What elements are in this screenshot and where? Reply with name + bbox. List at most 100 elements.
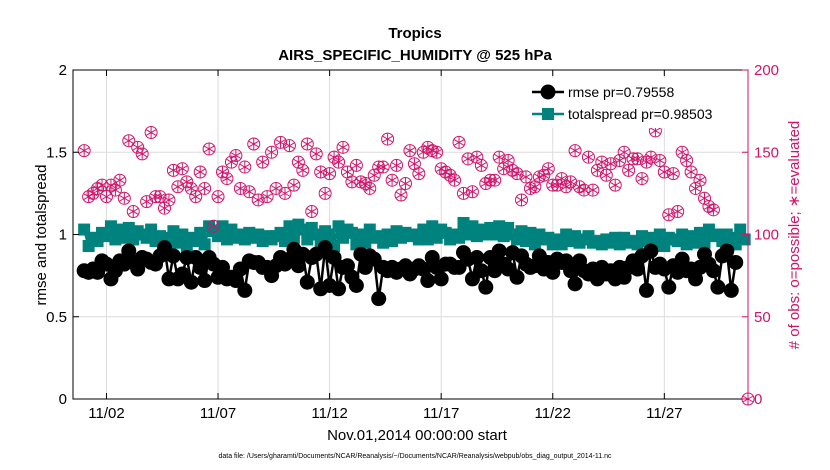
obs-evaluated-point bbox=[257, 156, 268, 168]
rmse-point bbox=[331, 281, 347, 297]
obs-evaluated-point bbox=[485, 174, 496, 186]
obs-evaluated-point bbox=[79, 145, 90, 157]
obs-evaluated-point bbox=[596, 156, 607, 168]
obs-evaluated-point bbox=[101, 191, 112, 203]
obs-possible-point bbox=[238, 160, 252, 174]
x-axis-label: Nov.01,2014 00:00:00 start bbox=[327, 427, 508, 444]
obs-evaluated-point bbox=[418, 146, 429, 158]
obs-evaluated-point bbox=[288, 179, 299, 191]
obs-possible-point bbox=[211, 190, 225, 204]
obs-evaluated-point bbox=[623, 164, 634, 176]
obs-evaluated-point bbox=[574, 181, 585, 193]
x-ticks: 11/02 11/07 11/12 11/17 11/22 11/27 bbox=[88, 70, 683, 422]
obs-evaluated-point bbox=[244, 186, 255, 198]
obs-evaluated-point bbox=[119, 192, 130, 204]
obs-evaluated-point bbox=[543, 163, 554, 175]
obs-evaluated-point bbox=[369, 169, 380, 181]
rmse-point bbox=[420, 273, 436, 289]
obs-possible-point bbox=[358, 177, 372, 191]
obs-evaluated-point bbox=[297, 164, 308, 176]
obs-possible-point bbox=[224, 155, 238, 169]
obs-possible-point bbox=[452, 135, 466, 149]
obs-possible-point bbox=[229, 149, 243, 163]
rmse-point bbox=[710, 279, 726, 295]
obs-evaluated-point bbox=[275, 136, 286, 148]
obs-evaluated-point bbox=[96, 179, 108, 191]
legend-rmse-label: rmse pr=0.79558 bbox=[568, 84, 674, 100]
obs-evaluated-point bbox=[279, 187, 290, 199]
obs-evaluated-point bbox=[239, 161, 250, 173]
footnote: data file: /Users/gharamti/Documents/NCA… bbox=[218, 453, 612, 460]
legend-spread-marker bbox=[542, 108, 554, 120]
obs-evaluated-point bbox=[467, 186, 478, 198]
obs-evaluated-point bbox=[311, 148, 322, 160]
y-left-tick-label: 1 bbox=[59, 227, 67, 244]
obs-evaluated-point bbox=[284, 140, 295, 152]
rmse-point bbox=[728, 254, 744, 270]
obs-evaluated-point bbox=[92, 182, 103, 194]
obs-possible-point bbox=[153, 190, 167, 204]
obs-possible-point bbox=[305, 204, 319, 218]
obs-evaluated-point bbox=[190, 191, 201, 203]
obs-evaluated-point bbox=[677, 146, 688, 158]
obs-evaluated-point bbox=[480, 178, 491, 190]
y-left-tick-label: 1.5 bbox=[46, 144, 67, 161]
obs-possible-point bbox=[117, 191, 131, 205]
obs-evaluated-point bbox=[213, 191, 224, 203]
obs-evaluated-point bbox=[561, 181, 572, 193]
legend: rmse pr=0.79558 totalspread pr=0.98503 bbox=[530, 78, 742, 128]
obs-possible-point bbox=[278, 186, 292, 200]
obs-evaluated-point bbox=[462, 153, 473, 165]
obs-possible-point bbox=[332, 155, 346, 169]
obs-evaluated-point bbox=[529, 181, 540, 193]
rmse-point bbox=[433, 271, 449, 287]
obs-possible-point bbox=[265, 145, 279, 159]
obs-evaluated-point bbox=[436, 163, 447, 175]
obs-evaluated-point bbox=[454, 136, 465, 148]
rmse-point bbox=[705, 263, 721, 279]
obs-evaluated-point bbox=[235, 182, 246, 194]
obs-evaluated-point bbox=[110, 184, 121, 196]
rmse-point bbox=[661, 279, 677, 295]
obs-evaluated-point bbox=[520, 171, 531, 183]
obs-evaluated-point bbox=[690, 182, 701, 194]
obs-evaluated-point bbox=[431, 146, 442, 158]
y-left-tick-label: 0 bbox=[59, 391, 67, 408]
obs-possible-point bbox=[412, 167, 426, 181]
obs-evaluated-point bbox=[494, 151, 505, 163]
obs-evaluated-point bbox=[141, 196, 152, 208]
obs-evaluated-point bbox=[128, 205, 139, 217]
obs-possible-point bbox=[318, 186, 332, 200]
obs-evaluated-point bbox=[221, 173, 232, 185]
obs-evaluated-point bbox=[163, 194, 174, 206]
obs-possible-point bbox=[684, 165, 698, 179]
obs-evaluated-point bbox=[547, 179, 558, 191]
obs-possible-point bbox=[586, 183, 600, 197]
obs-evaluated-point bbox=[570, 145, 581, 157]
obs-evaluated-point bbox=[471, 151, 482, 163]
rmse-point bbox=[165, 248, 181, 264]
obs-evaluated-point bbox=[306, 205, 317, 217]
y-right-tick-label: 50 bbox=[754, 309, 771, 326]
obs-evaluated-point bbox=[413, 168, 424, 180]
rmse-point bbox=[563, 263, 579, 279]
obs-possible-point bbox=[537, 168, 551, 182]
chart-subtitle: AIRS_SPECIFIC_HUMIDITY @ 525 hPa bbox=[278, 47, 552, 64]
obs-possible-point bbox=[653, 153, 667, 167]
obs-possible-point bbox=[631, 152, 645, 166]
y-right-tick-label: 0 bbox=[754, 391, 762, 408]
obs-evaluated-point bbox=[123, 135, 134, 147]
obs-evaluated-point bbox=[578, 184, 590, 196]
obs-evaluated-point bbox=[583, 151, 594, 163]
rmse-point bbox=[719, 243, 735, 259]
obs-possible-point bbox=[309, 147, 323, 161]
obs-possible-point bbox=[345, 175, 359, 189]
obs-evaluated-point bbox=[422, 141, 433, 153]
obs-evaluated-point bbox=[262, 191, 273, 203]
rmse-point bbox=[509, 269, 525, 285]
y-right-tick-label: 150 bbox=[754, 144, 779, 161]
obs-evaluated-point bbox=[172, 181, 183, 193]
obs-possible-point bbox=[385, 173, 399, 187]
obs-evaluated-point bbox=[672, 205, 683, 217]
obs-possible-point bbox=[242, 185, 256, 199]
